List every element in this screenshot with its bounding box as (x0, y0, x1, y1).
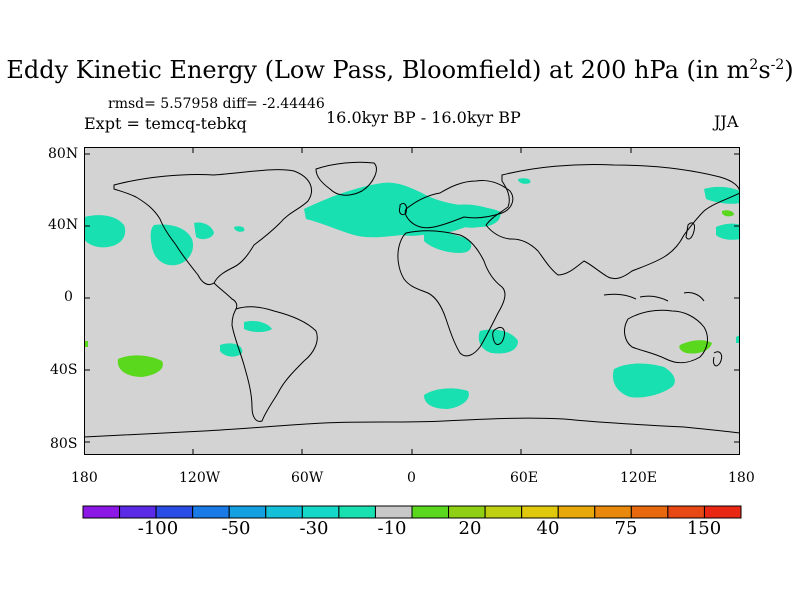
experiment-label: Expt = temcq-tebkq (84, 114, 247, 133)
colorbar-label: 75 (614, 518, 638, 539)
colorbar-swatch (82, 505, 121, 519)
coast-australia (624, 309, 708, 364)
colorbar-swatch (484, 505, 523, 519)
lon-label-180e: 180 (728, 470, 755, 486)
anomaly-pacific-east (194, 222, 214, 240)
coast-british-isles (399, 202, 407, 216)
lon-label-120e: 120E (620, 470, 657, 486)
colorbar-swatch (411, 505, 450, 519)
lat-label-80s: 80S (50, 436, 78, 452)
colorbar-swatch (338, 505, 376, 519)
colorbar-label: 150 (686, 518, 722, 539)
plot-title: Eddy Kinetic Energy (Low Pass, Bloomfiel… (6, 56, 794, 84)
colorbar-label: 40 (536, 518, 560, 539)
lat-label-80n: 80N (48, 146, 79, 162)
coast-japan (685, 222, 695, 240)
anomaly-south-pacific (220, 343, 243, 357)
season-label: JJA (714, 112, 739, 131)
lon-label-60e: 60E (510, 470, 539, 486)
colorbar-swatch (374, 505, 413, 519)
lon-label-180w: 180 (71, 470, 98, 486)
coast-madagascar (492, 326, 505, 345)
colorbar-label: -10 (377, 518, 407, 539)
anomaly-middle-east (424, 230, 472, 253)
coast-antarctica (84, 417, 740, 438)
colorbar-label: -100 (137, 518, 179, 539)
positive-anomaly-regions (84, 210, 734, 377)
lon-label-0: 0 (407, 470, 416, 486)
positive-south-pacific (117, 355, 163, 377)
colorbar-swatch (301, 505, 340, 519)
anomaly-north-atlantic (304, 182, 502, 238)
positive-australia (679, 340, 712, 354)
coast-greenland (315, 161, 377, 196)
lat-label-40s: 40S (50, 362, 78, 378)
coast-south-america (231, 306, 318, 422)
stats-text: rmsd= 5.57958 diff= -2.44446 (108, 96, 325, 112)
coast-central-america (213, 282, 238, 310)
anomaly-southern-ocean (424, 388, 469, 409)
colorbar-swatch (119, 505, 157, 519)
colorbar-swatch (265, 505, 303, 519)
colorbar-swatch (192, 505, 230, 519)
colorbar-swatch (630, 505, 669, 519)
colorbar-label: 20 (458, 518, 482, 539)
colorbar-swatch (703, 505, 742, 519)
lat-label-0: 0 (64, 289, 73, 305)
anomaly-north-pacific-west (84, 215, 126, 248)
anomaly-south-atlantic (244, 320, 272, 332)
colorbar-swatch (228, 505, 267, 519)
colorbar-swatch (155, 505, 194, 519)
colorbar-swatch (667, 505, 705, 519)
lon-label-120w: 120W (179, 470, 221, 486)
coast-north-america (113, 169, 312, 286)
coast-asia (485, 163, 740, 280)
coast-indonesia (603, 292, 705, 302)
colorbar-swatch (521, 505, 559, 519)
coast-africa (397, 230, 506, 357)
tick-marks (84, 147, 740, 455)
anomaly-arctic-small (518, 178, 531, 184)
lon-label-60w: 60W (291, 470, 324, 486)
anomaly-north-pacific-east (704, 186, 740, 204)
colorbar-label: -30 (299, 518, 329, 539)
anomaly-south-africa (478, 329, 518, 354)
colorbar-label: -50 (221, 518, 251, 539)
coast-new-zealand (713, 351, 723, 367)
colorbar-swatch (557, 505, 596, 519)
negative-anomaly-regions (84, 178, 740, 409)
colorbar-swatch (448, 505, 486, 519)
colorbar (82, 505, 742, 519)
positive-north-pacific (722, 210, 734, 217)
anomaly-north-america (234, 226, 245, 232)
coastlines (84, 161, 740, 438)
anomaly-aleutians (716, 223, 740, 240)
lat-label-40n: 40N (48, 217, 79, 233)
colorbar-swatch (594, 505, 632, 519)
anomaly-south-indian (612, 363, 675, 398)
period-label: 16.0kyr BP - 16.0kyr BP (326, 108, 521, 127)
map-plot (84, 147, 740, 455)
coast-europe (404, 180, 514, 229)
